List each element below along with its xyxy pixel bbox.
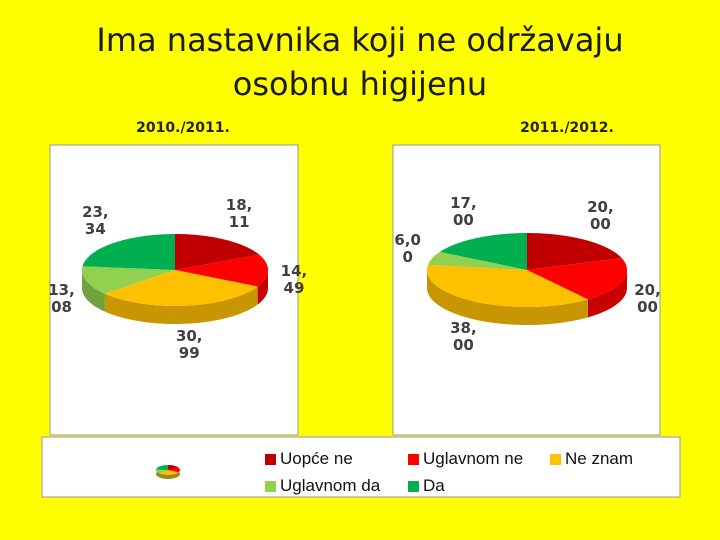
data-label: 38,00 (450, 318, 477, 354)
data-label: 14,49 (280, 262, 308, 298)
data-label: 23,34 (82, 202, 109, 238)
slice-side (82, 270, 105, 312)
legend-label: Uglavnom ne (423, 449, 524, 468)
data-label: 30,99 (175, 326, 203, 362)
legend-label: Da (423, 476, 445, 495)
legend-swatch (550, 454, 561, 465)
data-label: 18,11 (225, 196, 253, 232)
legend-label: Ne znam (565, 449, 634, 468)
legend-label: Uglavnom da (280, 476, 381, 495)
data-label: 6,00 (394, 230, 421, 266)
data-label: 20,00 (634, 280, 661, 316)
pie-slice (439, 233, 527, 270)
legend-label: Uopće ne (280, 449, 353, 468)
pie-slice (104, 270, 258, 306)
data-label: 13,08 (48, 280, 75, 316)
legend-swatch (265, 454, 276, 465)
chart-title: 2010./2011. (136, 120, 230, 136)
chart-title: 2011./2012. (520, 120, 614, 136)
slice-side (104, 286, 258, 324)
legend-icon-slice (168, 465, 179, 470)
legend-swatch (408, 454, 419, 465)
pie-slice (82, 234, 175, 270)
legend-swatch (265, 481, 276, 492)
pie-slice (427, 264, 588, 307)
legend-icon-slice (156, 465, 168, 470)
legend-icon-slice (158, 470, 179, 476)
pie-slice (527, 233, 622, 270)
pie-slice (82, 266, 175, 294)
slide-title: Ima nastavnika koji ne održavaju osobnu … (96, 21, 624, 103)
data-label: 20,00 (587, 197, 614, 233)
slice-side (587, 270, 627, 318)
slice-side (427, 270, 588, 325)
slice-side (257, 270, 268, 305)
pie-slice (527, 258, 627, 300)
legend-icon-slice (156, 469, 168, 474)
data-label: 17,00 (450, 194, 477, 230)
pie-slice (175, 234, 260, 270)
legend-box (41, 436, 681, 498)
legend-swatch (408, 481, 419, 492)
legend-icon-slice (168, 467, 180, 473)
pie-slice (427, 251, 527, 270)
pie-slice (175, 254, 268, 287)
